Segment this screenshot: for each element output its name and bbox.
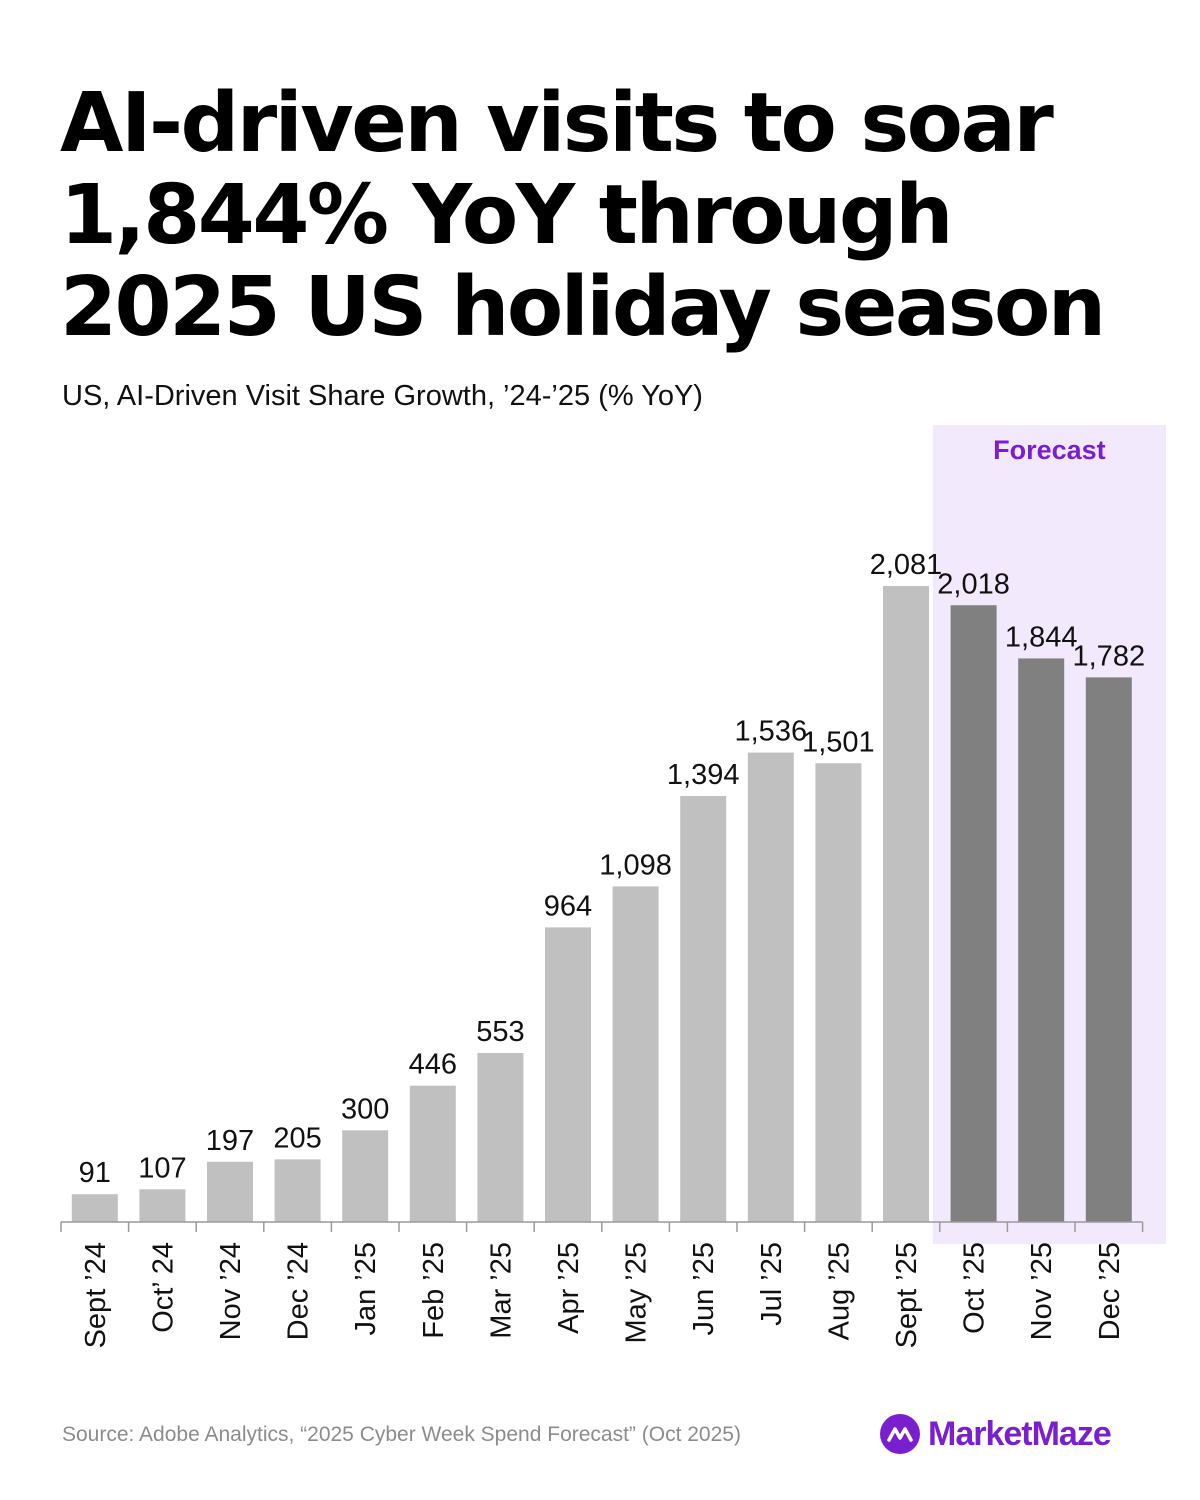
bar-7 <box>477 1052 524 1222</box>
category-label-12: Aug ’25 <box>823 1242 855 1340</box>
category-label-9: May ’25 <box>621 1242 653 1344</box>
category-label-8: Apr ’25 <box>553 1242 585 1334</box>
title-line-3: 2025 US holiday season <box>60 260 1106 355</box>
value-label-11: 1,536 <box>735 716 808 748</box>
title-line-2: 1,844% YoY through <box>60 168 954 263</box>
category-label-13: Sept ’25 <box>891 1242 923 1348</box>
category-label-15: Nov ’25 <box>1026 1242 1058 1340</box>
value-label-15: 1,844 <box>1005 621 1078 653</box>
brand-name: MarketMaze <box>928 1414 1112 1453</box>
category-label-11: Jul ’25 <box>756 1242 788 1326</box>
forecast-label: Forecast <box>993 435 1106 465</box>
bar-11 <box>747 752 794 1222</box>
value-label-8: 964 <box>544 890 592 922</box>
bar-3 <box>207 1161 253 1222</box>
bar-15 <box>1018 658 1065 1222</box>
chart-title: AI-driven visits to soar 1,844% YoY thro… <box>60 78 1160 354</box>
category-label-5: Jan ’25 <box>350 1242 382 1336</box>
value-label-2: 107 <box>138 1152 186 1184</box>
value-label-12: 1,501 <box>802 726 875 758</box>
value-label-14: 2,018 <box>937 568 1010 600</box>
category-label-1: Sept ’24 <box>80 1242 112 1348</box>
category-label-4: Dec ’24 <box>283 1242 315 1340</box>
value-label-3: 197 <box>206 1125 254 1157</box>
value-label-16: 1,782 <box>1073 640 1146 672</box>
bar-9 <box>612 886 659 1222</box>
bar-5 <box>342 1130 389 1222</box>
category-label-14: Oct ’25 <box>959 1242 991 1334</box>
bar-14 <box>950 605 997 1222</box>
category-label-16: Dec ’25 <box>1094 1242 1126 1340</box>
bar-chart: Forecast 91 Sept ’24 107 Oct’ 24 197 Nov ’24 20… <box>60 425 1166 1348</box>
value-label-10: 1,394 <box>667 759 740 791</box>
source-note: Source: Adobe Analytics, “2025 Cyber Wee… <box>62 1423 741 1446</box>
bar-6 <box>409 1085 456 1222</box>
value-label-9: 1,098 <box>599 849 672 881</box>
category-label-2: Oct’ 24 <box>147 1242 179 1333</box>
category-label-10: Jun ’25 <box>688 1242 720 1336</box>
chart-subtitle: US, AI-Driven Visit Share Growth, ’24-’2… <box>62 380 703 412</box>
bar-16 <box>1085 677 1132 1222</box>
category-label-3: Nov ’24 <box>215 1242 247 1340</box>
bar-10 <box>680 795 727 1222</box>
bar-1 <box>71 1194 118 1222</box>
category-label-7: Mar ’25 <box>485 1242 517 1339</box>
value-label-7: 553 <box>476 1016 524 1048</box>
value-label-1: 91 <box>79 1157 111 1189</box>
bar-12 <box>815 763 862 1222</box>
value-label-5: 300 <box>341 1093 389 1125</box>
bar-13 <box>883 586 929 1222</box>
bar-8 <box>545 927 591 1222</box>
bar-4 <box>274 1159 321 1222</box>
value-label-6: 446 <box>409 1049 457 1081</box>
value-label-13: 2,081 <box>870 549 943 581</box>
category-label-6: Feb ’25 <box>418 1242 450 1339</box>
marketmaze-logo-icon <box>880 1414 920 1454</box>
bar-2 <box>139 1189 186 1222</box>
value-label-4: 205 <box>273 1122 321 1154</box>
brand-logo: MarketMaze <box>880 1414 1112 1454</box>
title-line-1: AI-driven visits to soar <box>60 76 1054 171</box>
